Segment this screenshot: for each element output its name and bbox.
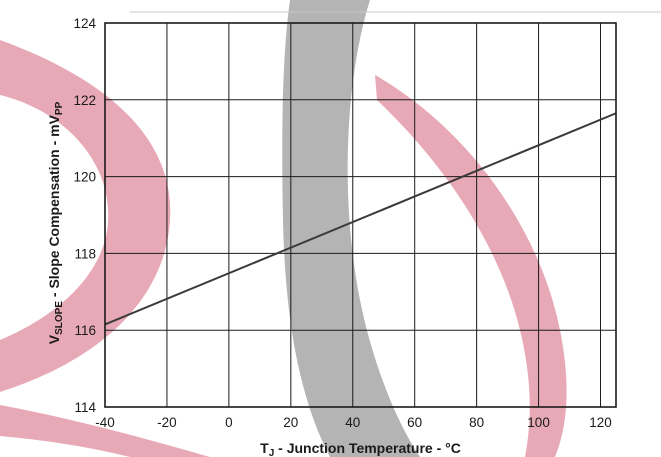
y-tick-label: 114 [74, 400, 96, 415]
y-axis-title-prefix: V [46, 334, 62, 344]
y-axis-title-subscript: SLOPE [54, 301, 65, 335]
y-tick-label: 118 [74, 246, 96, 261]
watermark-swoosh-bottom [0, 405, 210, 457]
watermark-swoosh-center [282, 0, 420, 457]
y-tick-label: 124 [73, 16, 96, 31]
x-tick-label: -40 [95, 415, 115, 430]
x-tick-label: 100 [527, 415, 550, 430]
x-axis-title-subscript: J [269, 448, 275, 457]
y-tick-label: 122 [73, 93, 96, 108]
watermark-swoosh-right [375, 75, 567, 457]
x-tick-label: -20 [157, 415, 177, 430]
x-axis-title-rest: - Junction Temperature - °C [274, 440, 461, 456]
plot-area [104, 22, 617, 408]
watermark-swoosh-left [0, 40, 171, 392]
x-tick-label: 60 [407, 415, 422, 430]
y-tick-label: 116 [74, 323, 96, 338]
x-tick-labels: -40 -20 0 20 40 60 80 100 120 [95, 415, 612, 430]
x-tick-label: 120 [589, 415, 612, 430]
y-axis-title-middle: - Slope Compensation - mV [46, 114, 62, 301]
x-tick-label: 80 [469, 415, 484, 430]
watermark-logo [0, 0, 567, 457]
plot-frame [104, 22, 617, 408]
x-tick-label: 0 [225, 415, 233, 430]
x-axis-title-prefix: T [260, 440, 269, 456]
x-axis-title: TJ - Junction Temperature - °C [260, 440, 461, 457]
series-line-0 [104, 112, 617, 326]
y-axis-title: VSLOPE - Slope Compensation - mVPP [46, 101, 65, 344]
series-layer [104, 112, 617, 326]
x-tick-label: 40 [345, 415, 360, 430]
y-axis-title-subscript2: PP [54, 101, 65, 115]
y-tick-labels: 114 116 118 120 122 124 [73, 16, 96, 415]
x-tick-label: 20 [283, 415, 298, 430]
grid [105, 23, 616, 407]
y-tick-label: 120 [73, 170, 96, 185]
